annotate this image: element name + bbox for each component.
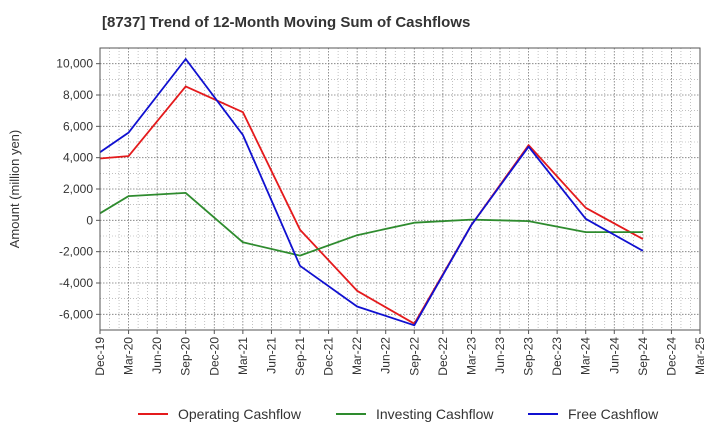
x-tick-label: Jun-21 — [264, 337, 278, 374]
y-tick-label: 6,000 — [63, 119, 93, 133]
x-tick-label: Sep-23 — [522, 337, 536, 376]
y-tick-label: 10,000 — [56, 57, 93, 71]
legend-label: Free Cashflow — [568, 406, 659, 422]
x-tick-label: Sep-20 — [179, 337, 193, 376]
axis-layer: -6,000 -4,000 -2,000 0 2,000 4,000 6,000 8,000 1… — [7, 47, 707, 376]
y-axis-label: Amount (million yen) — [7, 130, 22, 249]
y-tick-label: -6,000 — [59, 307, 93, 321]
legend-label: Investing Cashflow — [376, 406, 494, 422]
x-tick-label: Mar-25 — [693, 337, 707, 375]
x-tick-label: Dec-20 — [207, 337, 221, 376]
series-line-free-cashflow — [99, 58, 644, 327]
x-tick-label: Dec-19 — [93, 337, 107, 376]
x-tick-label: Mar-22 — [350, 337, 364, 375]
x-tick-label: Dec-23 — [550, 337, 564, 376]
x-tick-label: Sep-21 — [293, 337, 307, 376]
series-line-investing-cashflow — [99, 191, 643, 257]
x-tick-label: Jun-23 — [493, 337, 507, 374]
y-tick-label: 0 — [86, 213, 93, 227]
y-tick-label: 2,000 — [63, 182, 93, 196]
legend: Operating Cashflow Investing Cashflow Free… — [138, 406, 659, 422]
x-tick-label: Mar-24 — [579, 337, 593, 375]
legend-label: Operating Cashflow — [178, 406, 302, 422]
x-tick-label: Jun-22 — [379, 337, 393, 374]
x-tick-label: Sep-24 — [636, 337, 650, 376]
x-tick-label: Dec-22 — [436, 337, 450, 376]
x-tick-label: Mar-20 — [122, 337, 136, 375]
x-tick-label: Mar-21 — [236, 337, 250, 375]
x-tick-label: Mar-23 — [464, 337, 478, 375]
x-tick-label: Dec-21 — [322, 337, 336, 376]
x-tick-label: Jun-20 — [150, 337, 164, 374]
chart-title: [8737] Trend of 12-Month Moving Sum of C… — [102, 14, 471, 31]
y-tick-label: 8,000 — [63, 88, 93, 102]
y-tick-label: 4,000 — [63, 151, 93, 165]
x-tick-label: Dec-24 — [664, 337, 678, 376]
grid-layer — [99, 47, 701, 331]
series-line-operating-cashflow — [99, 85, 644, 325]
x-tick-label: Sep-22 — [407, 337, 421, 376]
x-tick-label: Jun-24 — [607, 337, 621, 374]
series-layer — [99, 58, 644, 327]
y-tick-label: -2,000 — [59, 245, 93, 259]
y-tick-label: -4,000 — [59, 276, 93, 290]
